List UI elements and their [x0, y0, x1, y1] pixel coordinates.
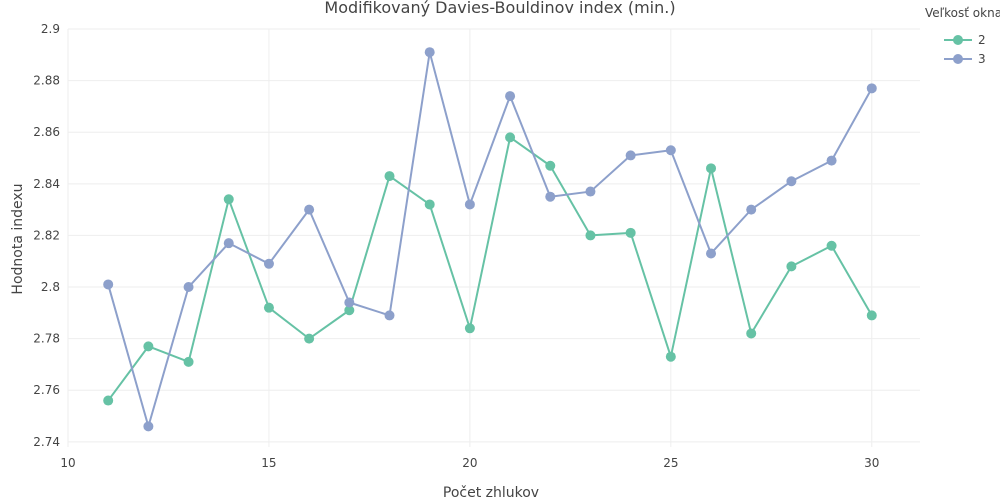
data-point[interactable]	[625, 150, 636, 161]
data-point[interactable]	[826, 155, 837, 166]
data-point[interactable]	[665, 351, 676, 362]
data-point[interactable]	[866, 83, 877, 94]
data-point[interactable]	[585, 186, 596, 197]
data-point[interactable]	[143, 341, 154, 352]
legend-marker	[953, 54, 963, 64]
y-tick-label: 2.82	[33, 228, 60, 242]
legend-title: Veľkosť okna	[925, 6, 1000, 20]
legend-marker	[953, 35, 963, 45]
x-tick-label: 15	[261, 456, 276, 470]
legend-label: 3	[978, 52, 986, 66]
data-point[interactable]	[585, 230, 596, 241]
data-point[interactable]	[505, 91, 516, 102]
data-point[interactable]	[464, 199, 475, 210]
legend-label: 2	[978, 33, 986, 47]
x-tick-label: 10	[60, 456, 75, 470]
data-point[interactable]	[786, 261, 797, 272]
y-axis-ticks: 2.74 2.76 2.78 2.8 2.82 2.84 2.86 2.88 2.9	[33, 22, 60, 449]
y-axis-title: Hodnota indexu	[10, 183, 26, 294]
data-point[interactable]	[263, 258, 274, 269]
data-point[interactable]	[424, 47, 435, 58]
y-tick-label: 2.86	[33, 125, 60, 139]
series-line	[107, 136, 873, 402]
y-tick-label: 2.76	[33, 383, 60, 397]
data-point[interactable]	[344, 297, 355, 308]
data-point[interactable]	[545, 160, 556, 171]
data-point[interactable]	[143, 421, 154, 432]
data-point[interactable]	[223, 238, 234, 249]
data-point[interactable]	[103, 395, 114, 406]
data-point[interactable]	[304, 204, 315, 215]
y-tick-label: 2.8	[41, 280, 60, 294]
series-3	[103, 47, 877, 432]
data-point[interactable]	[746, 328, 757, 339]
data-point[interactable]	[665, 145, 676, 156]
data-point[interactable]	[263, 302, 274, 313]
data-point[interactable]	[223, 194, 234, 205]
y-tick-label: 2.88	[33, 74, 60, 88]
data-point[interactable]	[625, 227, 636, 238]
x-tick-label: 25	[663, 456, 678, 470]
x-tick-label: 20	[462, 456, 477, 470]
x-tick-label: 30	[864, 456, 879, 470]
data-point[interactable]	[464, 323, 475, 334]
legend-items: 23	[944, 33, 986, 66]
series-2	[103, 132, 877, 406]
data-point[interactable]	[826, 240, 837, 251]
y-tick-label: 2.74	[33, 435, 60, 449]
data-point[interactable]	[183, 282, 194, 293]
legend[interactable]: Veľkosť okna 23	[925, 6, 1000, 66]
series-layer	[103, 47, 877, 432]
chart-title: Modifikovaný Davies-Bouldinov index (min…	[324, 0, 675, 17]
x-axis-ticks: 10 15 20 25 30	[60, 456, 879, 470]
data-point[interactable]	[746, 204, 757, 215]
x-axis-title: Počet zhlukov	[443, 485, 539, 500]
data-point[interactable]	[384, 171, 395, 182]
legend-item-2[interactable]: 2	[944, 33, 986, 47]
y-tick-label: 2.84	[33, 177, 60, 191]
data-point[interactable]	[183, 356, 194, 367]
grid	[67, 28, 920, 447]
data-point[interactable]	[505, 132, 516, 143]
data-point[interactable]	[384, 310, 395, 321]
legend-item-3[interactable]: 3	[944, 52, 986, 66]
data-point[interactable]	[706, 163, 717, 174]
data-point[interactable]	[706, 248, 717, 259]
series-line	[107, 51, 873, 428]
data-point[interactable]	[103, 279, 114, 290]
data-point[interactable]	[344, 305, 355, 316]
y-tick-label: 2.78	[33, 332, 60, 346]
y-tick-label: 2.9	[41, 22, 60, 36]
data-point[interactable]	[866, 310, 877, 321]
data-point[interactable]	[304, 333, 315, 344]
data-point[interactable]	[424, 199, 435, 210]
data-point[interactable]	[545, 191, 556, 202]
data-point[interactable]	[786, 176, 797, 187]
